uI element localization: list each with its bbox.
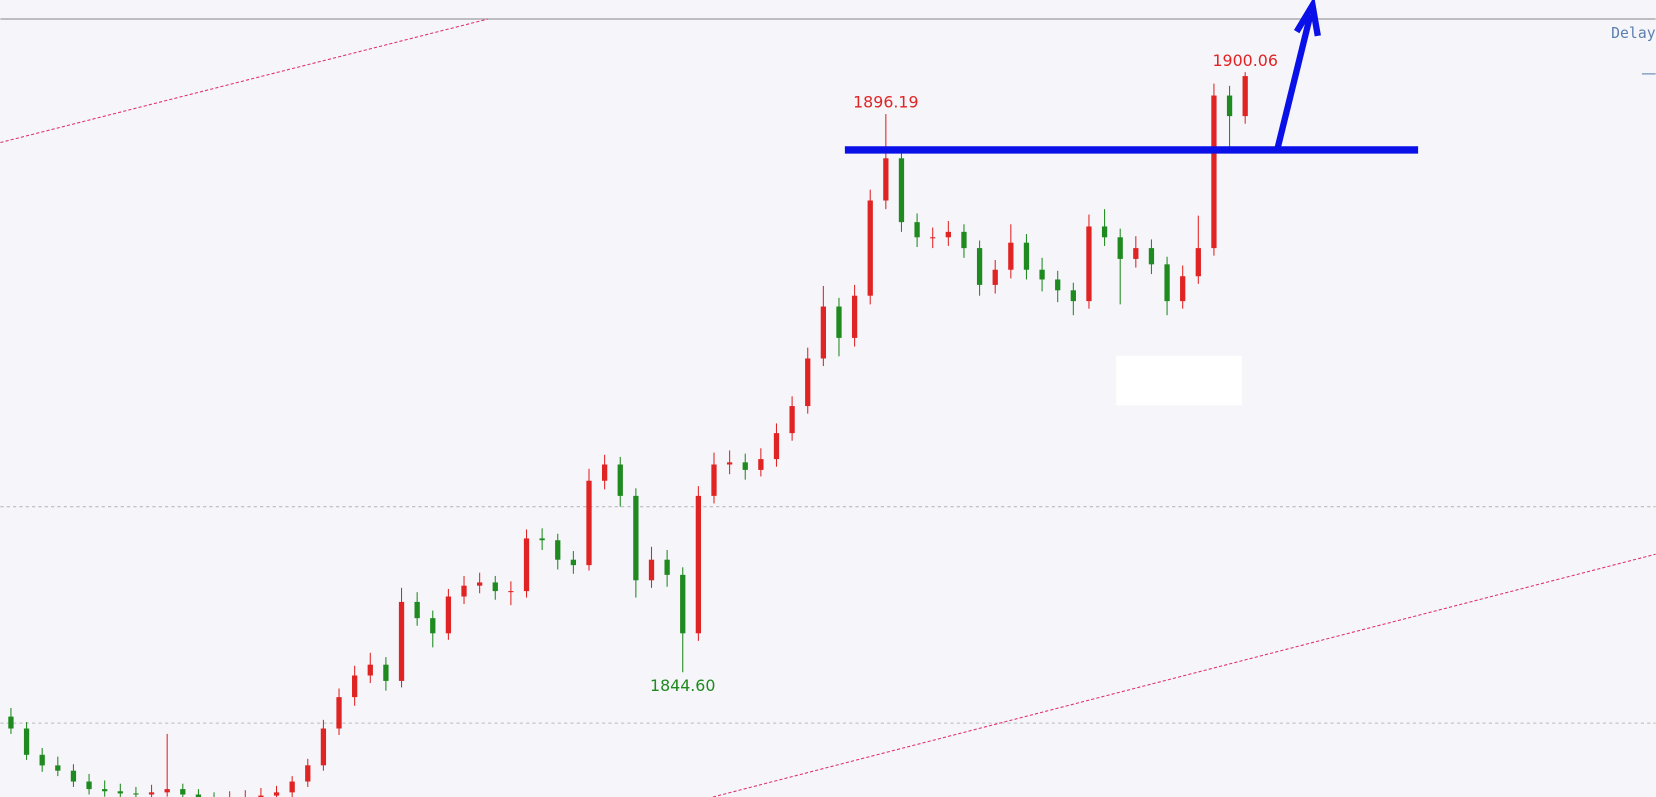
candle-body	[508, 591, 514, 593]
candle-body	[1055, 279, 1061, 291]
blank-box	[1116, 355, 1242, 406]
candle-body	[39, 754, 45, 766]
candle-body	[867, 200, 873, 296]
candle-body	[648, 559, 655, 581]
trend-line	[712, 553, 1656, 797]
candle-body	[320, 728, 327, 766]
candle-body	[586, 480, 592, 566]
candle-body	[1133, 248, 1139, 259]
candle-body	[1039, 269, 1045, 280]
candle-body	[523, 538, 530, 592]
candle-body	[1101, 226, 1108, 238]
candle-body	[430, 618, 436, 634]
candle-body	[305, 765, 311, 782]
candle-body	[195, 794, 202, 797]
candle-body	[1086, 226, 1092, 302]
candle-body	[805, 358, 811, 407]
candle-body	[914, 222, 920, 238]
candle-body	[742, 462, 748, 470]
candle-body	[1226, 95, 1233, 117]
candles	[8, 72, 1248, 797]
candle-body	[86, 781, 92, 790]
candle-body	[23, 728, 30, 755]
candle-body	[976, 248, 983, 285]
candle-body	[133, 793, 139, 795]
candle-body	[117, 791, 123, 794]
candle-body	[398, 601, 405, 681]
candle-body	[898, 158, 905, 223]
candle-body	[539, 538, 545, 541]
candle-body	[883, 158, 889, 201]
candle-body	[695, 495, 702, 634]
candle-body	[164, 789, 170, 793]
candle-body	[477, 582, 483, 586]
candle-body	[289, 781, 295, 793]
candle-body	[789, 406, 795, 434]
candle-body	[961, 231, 967, 249]
candle-body	[352, 675, 358, 698]
candle-body	[773, 433, 780, 460]
candle-body	[1023, 242, 1030, 270]
candle-body	[836, 306, 842, 338]
candle-body	[601, 464, 608, 481]
low-label: 1844.60	[650, 676, 715, 695]
candle-body	[55, 765, 61, 771]
candle-body	[1211, 95, 1217, 249]
candle-body	[1242, 76, 1248, 117]
candle-body	[148, 792, 155, 795]
candle-body	[945, 231, 951, 238]
high-label: 1896.19	[853, 93, 918, 112]
candle-body	[617, 464, 623, 496]
candle-body	[758, 459, 764, 470]
candle-body	[1195, 248, 1201, 277]
arrow-head	[1293, 0, 1321, 37]
status-text: Delay	[1611, 25, 1656, 42]
trend-line	[0, 18, 489, 144]
candle-body	[273, 792, 280, 796]
candle-body	[930, 237, 936, 239]
candle-body	[1180, 276, 1186, 302]
candle-body	[70, 770, 77, 782]
candle-body	[851, 295, 858, 338]
candle-body	[664, 559, 670, 575]
candle-body	[8, 716, 14, 729]
candle-body	[492, 582, 498, 592]
candle-body	[711, 464, 717, 496]
candle-body	[461, 585, 467, 597]
candle-body	[1164, 264, 1170, 302]
candle-body	[1008, 242, 1014, 270]
candle-body	[336, 697, 342, 729]
high-label: 1900.06	[1212, 51, 1277, 70]
candle-body	[102, 789, 108, 792]
candle-body	[367, 664, 373, 676]
candle-body	[1070, 290, 1076, 302]
candle-body	[555, 540, 561, 560]
candle-body	[992, 269, 998, 285]
candle-body	[1117, 237, 1123, 259]
candle-body	[726, 462, 733, 465]
candle-body	[180, 789, 186, 795]
candle-body	[383, 664, 389, 681]
candle-body	[1148, 248, 1155, 265]
candle-body	[570, 559, 577, 566]
candle-body	[680, 574, 686, 634]
candle-body	[633, 495, 639, 581]
arrow-shaft	[1274, 14, 1314, 149]
candle-body	[258, 795, 264, 797]
candle-body	[414, 601, 420, 619]
candle-body	[820, 306, 826, 359]
candle-body	[445, 596, 452, 634]
